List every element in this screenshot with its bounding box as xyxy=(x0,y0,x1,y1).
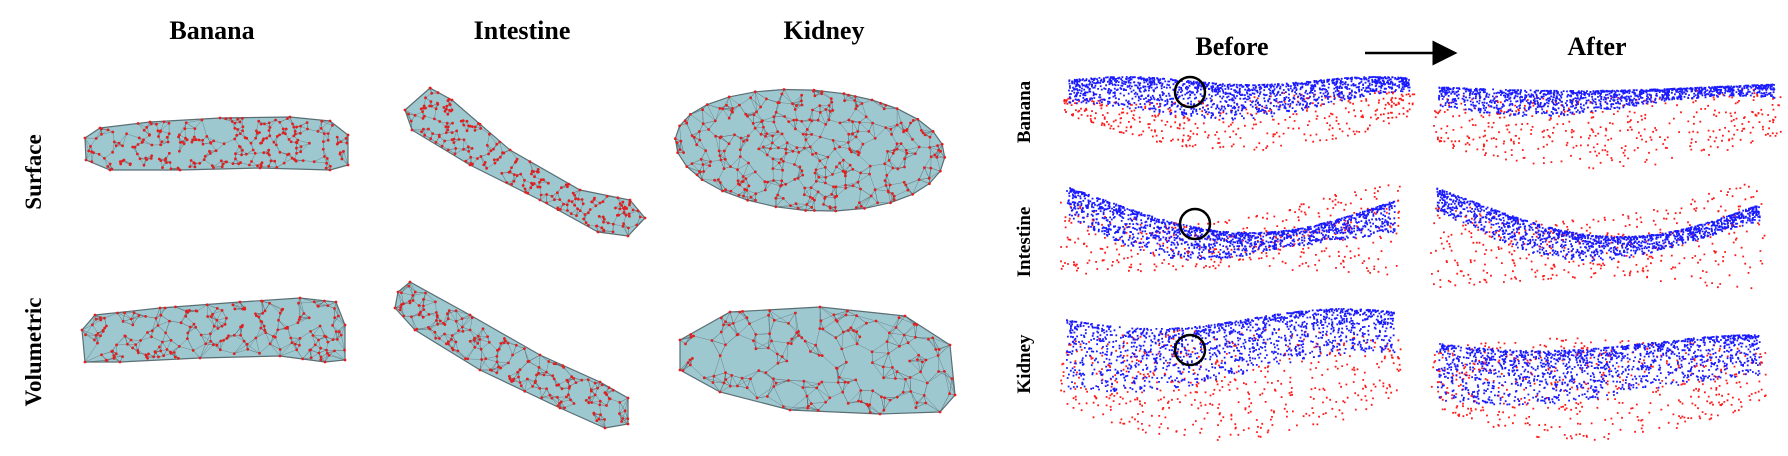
volumetric-kidney-mesh-edges xyxy=(679,306,956,415)
after-intestine-cloud-intraop-points xyxy=(1436,187,1761,262)
before-banana-cloud-preop-points xyxy=(1063,90,1416,151)
after-intestine-cloud xyxy=(1430,183,1766,290)
after-kidney-cloud xyxy=(1430,334,1767,441)
volumetric-banana-mesh-vertices xyxy=(80,296,347,364)
col-header-after: After xyxy=(1567,32,1627,61)
after-kidney-cloud-intraop-points xyxy=(1436,334,1761,406)
highlight-circle-1 xyxy=(1173,75,1207,109)
before-banana-cloud-intraop-points xyxy=(1068,76,1411,121)
before-kidney-cloud xyxy=(1060,308,1402,441)
surface-kidney-mesh-vertices xyxy=(673,88,947,213)
volumetric-banana-mesh xyxy=(80,296,347,364)
before-kidney-cloud-intraop-points xyxy=(1066,308,1396,393)
volumetric-intestine-mesh-vertices xyxy=(393,280,630,430)
col-header-before: Before xyxy=(1195,32,1269,61)
col-header-banana: Banana xyxy=(169,16,255,45)
col-header-intestine: Intestine xyxy=(473,16,571,45)
before-intestine-cloud xyxy=(1060,184,1401,276)
volumetric-banana-mesh-outline xyxy=(81,297,346,363)
surface-kidney-mesh xyxy=(673,88,947,213)
surface-banana-mesh xyxy=(83,115,350,172)
surface-intestine-mesh xyxy=(403,86,647,238)
after-banana-cloud-intraop-points xyxy=(1438,83,1776,117)
surface-banana-mesh-vertices xyxy=(83,115,350,172)
highlight-circle-3 xyxy=(1173,333,1207,367)
highlight-circle-2 xyxy=(1178,207,1212,241)
after-kidney-cloud-preop-points xyxy=(1430,337,1767,441)
surface-intestine-mesh-outline xyxy=(404,87,646,237)
after-banana-cloud-preop-points xyxy=(1433,88,1782,170)
before-intestine-cloud-intraop-points xyxy=(1066,187,1396,261)
col-header-kidney: Kidney xyxy=(783,16,865,45)
before-banana-cloud xyxy=(1063,76,1416,151)
volumetric-kidney-mesh xyxy=(678,305,957,416)
surface-intestine-mesh-vertices xyxy=(403,86,647,238)
volumetric-kidney-mesh-vertices xyxy=(678,305,957,416)
after-banana-cloud xyxy=(1433,83,1782,170)
volumetric-intestine-mesh xyxy=(393,280,630,430)
before-kidney-cloud-preop-points xyxy=(1060,329,1402,441)
